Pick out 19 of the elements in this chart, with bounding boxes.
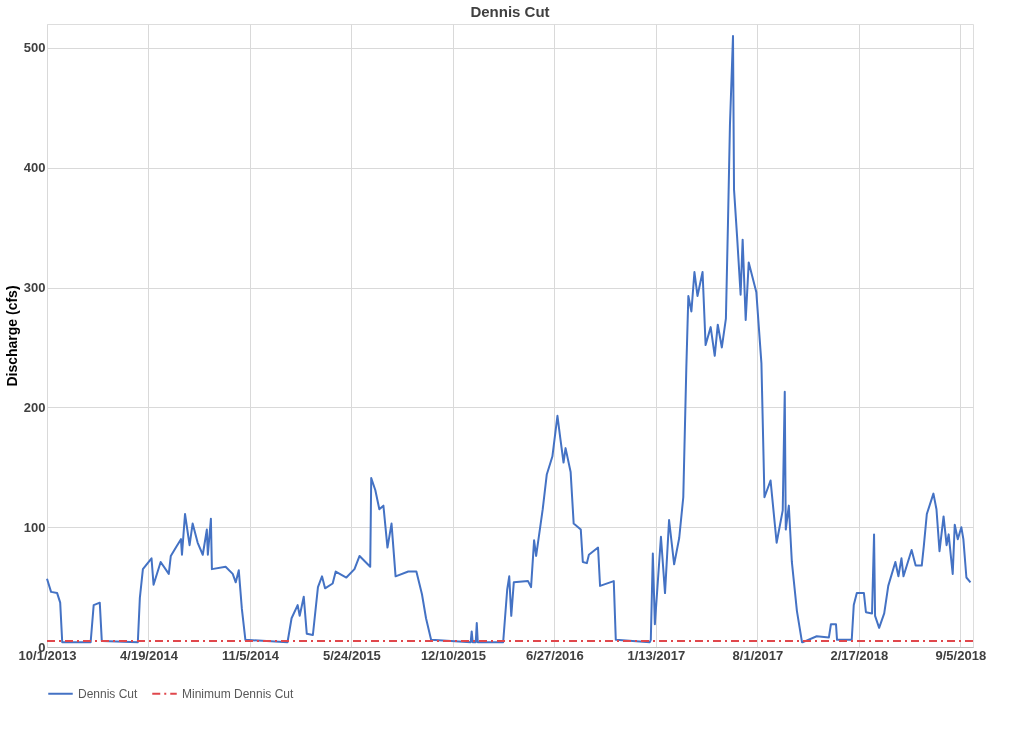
x-tick-label: 5/24/2015 bbox=[323, 647, 381, 663]
x-tick-label: 2/17/2018 bbox=[830, 647, 889, 663]
y-tick-label: 500 bbox=[23, 40, 46, 56]
x-tick-label: 4/19/2014 bbox=[120, 647, 179, 663]
y-tick-label: 400 bbox=[23, 160, 46, 176]
x-tick-label: 11/5/2014 bbox=[221, 647, 280, 663]
x-tick-label: 9/5/2018 bbox=[935, 647, 987, 663]
chart-title: Dennis Cut bbox=[470, 3, 550, 20]
legend-label: Minimum Dennis Cut bbox=[182, 686, 295, 701]
y-axis-title: Discharge (cfs) bbox=[3, 285, 20, 387]
y-tick-label: 200 bbox=[23, 399, 46, 415]
legend-label: Dennis Cut bbox=[78, 686, 139, 701]
x-tick-label: 8/1/2017 bbox=[732, 647, 784, 663]
y-tick-label: 300 bbox=[23, 280, 46, 296]
x-tick-label: 12/10/2015 bbox=[420, 647, 486, 663]
x-tick-label: 1/13/2017 bbox=[627, 647, 686, 663]
y-tick-label: 100 bbox=[23, 519, 46, 535]
line-series bbox=[46, 34, 972, 644]
x-tick-label: 6/27/2016 bbox=[525, 647, 584, 663]
